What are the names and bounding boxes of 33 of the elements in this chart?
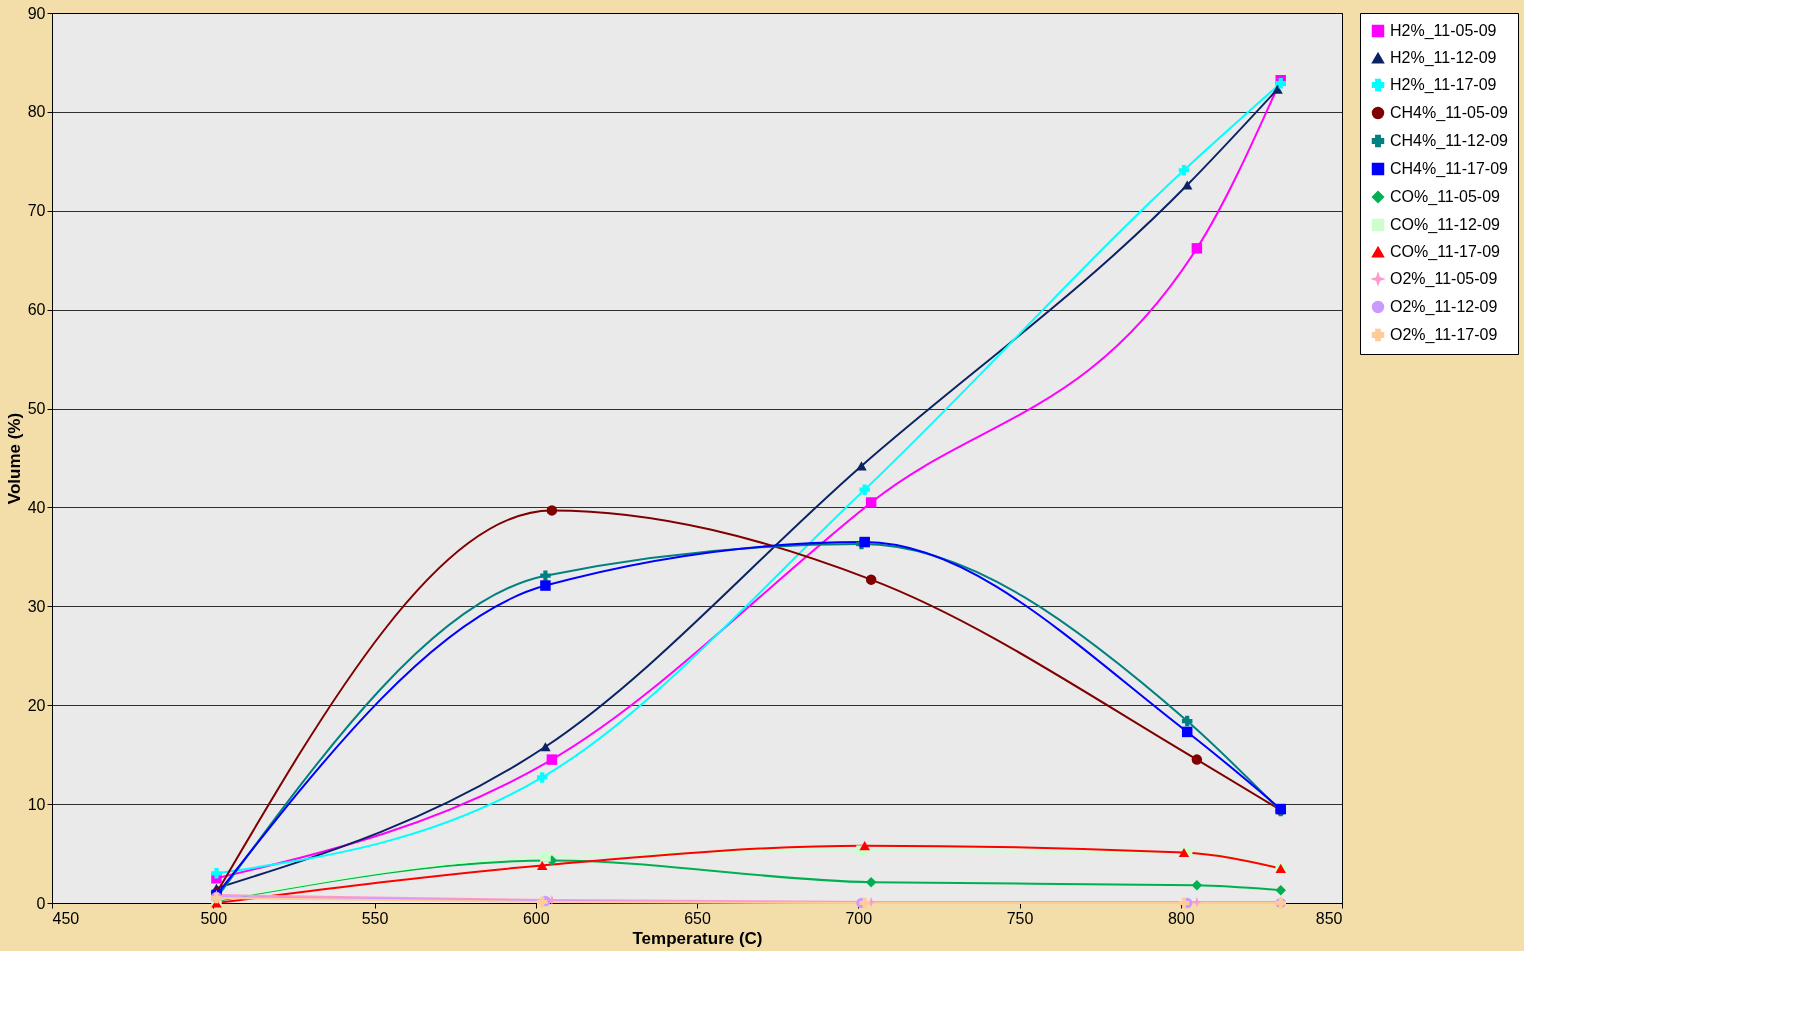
- legend-label: H2%_11-17-09: [1390, 76, 1497, 94]
- x-axis-title: Temperature (C): [632, 928, 763, 948]
- legend-label: O2%_11-17-09: [1390, 326, 1498, 344]
- legend-label: O2%_11-05-09: [1390, 270, 1498, 288]
- y-tick-label: 0: [36, 894, 46, 912]
- legend-label: CO%_11-12-09: [1390, 216, 1501, 234]
- y-tick-label: 40: [27, 498, 46, 516]
- legend-label: H2%_11-12-09: [1390, 49, 1497, 67]
- x-tick-label: 700: [845, 909, 873, 927]
- y-tick-label: 80: [27, 103, 46, 121]
- x-tick-label: 650: [684, 909, 711, 927]
- y-tick-label: 60: [27, 301, 46, 319]
- x-tick-label: 850: [1315, 909, 1343, 927]
- x-tick-label: 500: [200, 909, 228, 927]
- x-tick-label: 800: [1167, 909, 1195, 927]
- y-tick-label: 30: [27, 597, 46, 615]
- y-axis-title: Volume (%): [4, 412, 24, 505]
- y-tick-label: 90: [27, 4, 46, 22]
- y-tick-label: 20: [27, 696, 46, 714]
- legend-label: CO%_11-05-09: [1390, 188, 1501, 206]
- y-tick-label: 70: [27, 202, 46, 220]
- legend-label: CH4%_11-12-09: [1390, 132, 1509, 150]
- y-tick-label: 50: [27, 400, 46, 418]
- legend-label: CH4%_11-17-09: [1390, 160, 1509, 178]
- legend-label: CO%_11-17-09: [1390, 243, 1501, 261]
- y-tick-label: 10: [27, 795, 46, 813]
- x-tick-label: 450: [52, 909, 80, 927]
- legend-label: H2%_11-05-09: [1390, 22, 1497, 40]
- x-tick-label: 750: [1006, 909, 1034, 927]
- legend-label: O2%_11-12-09: [1390, 298, 1498, 316]
- legend-label: CH4%_11-05-09: [1390, 104, 1509, 122]
- x-tick-label: 550: [361, 909, 389, 927]
- x-tick-label: 600: [522, 909, 550, 927]
